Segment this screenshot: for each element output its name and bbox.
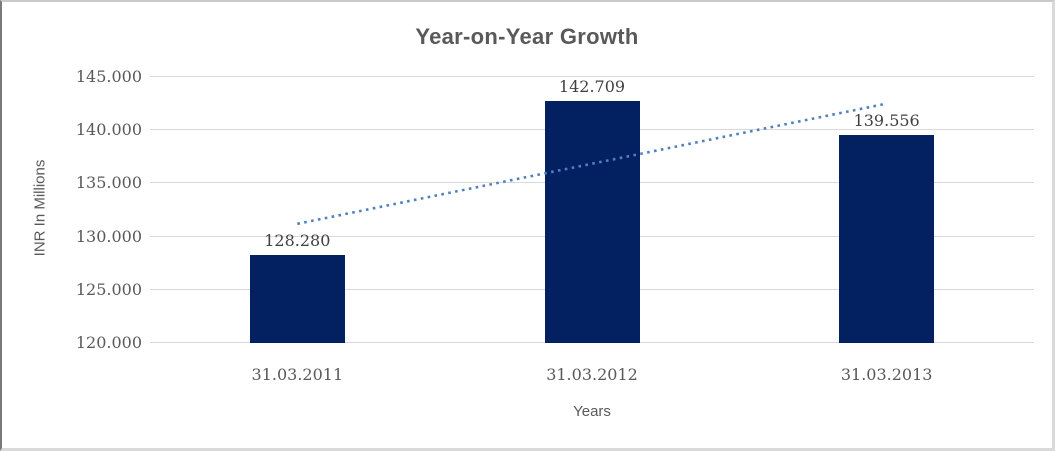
trendline-path [297, 102, 887, 226]
bar-data-label: 128.280 [264, 230, 331, 250]
x-tick-label: 31.03.2011 [251, 365, 344, 384]
bar [544, 101, 640, 343]
bar-data-label: 142.709 [558, 77, 626, 97]
bar [839, 134, 935, 343]
y-tick-label: 130.000 [75, 226, 142, 246]
chart-title: Year-on-Year Growth [415, 24, 639, 49]
y-tick-label: 135.000 [75, 173, 142, 193]
y-tick-label: 145.000 [75, 67, 142, 86]
x-tick-label: 31.03.2013 [840, 365, 933, 384]
y-tick-label: 125.000 [75, 279, 142, 299]
gridline [150, 76, 1034, 77]
x-tick-label: 31.03.2012 [546, 365, 638, 384]
bar-data-label: 139.556 [853, 110, 920, 130]
x-axis-title: Years [573, 403, 611, 420]
bar [249, 254, 345, 343]
plot-area: 128.280 142.709 139.556 [150, 76, 1034, 343]
trendline [297, 102, 887, 226]
y-tick-label: 140.000 [75, 120, 142, 140]
y-tick-label: 120.000 [75, 333, 142, 352]
